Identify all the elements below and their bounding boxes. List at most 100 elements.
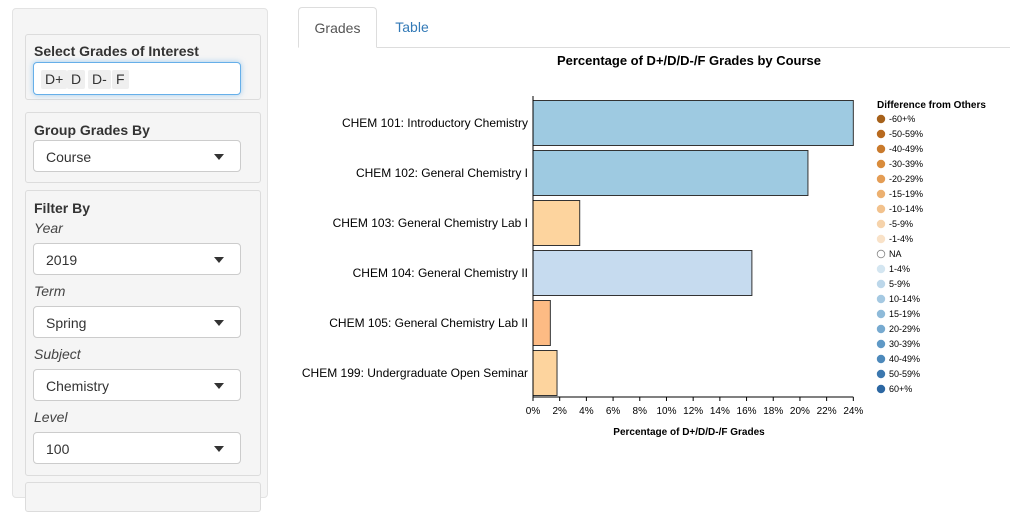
legend-item-label: 40-49% bbox=[889, 354, 920, 364]
tab-bar-divider bbox=[298, 47, 1010, 48]
chevron-down-icon bbox=[214, 446, 224, 452]
legend-swatch bbox=[876, 339, 886, 349]
group-by-select[interactable]: Course bbox=[33, 140, 241, 172]
legend-item-label: -50-59% bbox=[889, 129, 923, 139]
x-tick-label: 14% bbox=[710, 406, 730, 417]
category-label: CHEM 103: General Chemistry Lab I bbox=[333, 216, 528, 230]
chevron-down-icon bbox=[214, 320, 224, 326]
year-value: 2019 bbox=[46, 252, 78, 268]
bar-2 bbox=[532, 150, 809, 196]
legend-swatch bbox=[876, 369, 886, 379]
legend-swatch bbox=[876, 159, 886, 169]
legend-swatch bbox=[876, 219, 886, 229]
legend-swatch bbox=[876, 309, 886, 319]
level-select[interactable]: 100 bbox=[33, 432, 241, 464]
legend-item-label: -5-9% bbox=[889, 219, 913, 229]
category-label: CHEM 199: Undergraduate Open Seminar bbox=[302, 366, 528, 380]
x-tick-label: 6% bbox=[606, 406, 621, 417]
filter-panel-title: Filter By bbox=[34, 200, 91, 216]
grade-chip[interactable]: D+ bbox=[41, 70, 68, 89]
legend-item-label: -20-29% bbox=[889, 174, 923, 184]
bar-4 bbox=[532, 250, 753, 296]
x-tick-label: 22% bbox=[817, 406, 837, 417]
legend-item-label: 50-59% bbox=[889, 369, 920, 379]
x-tick-label: 20% bbox=[790, 406, 810, 417]
filter-panel: Filter By Year 2019 Term Spring Subject … bbox=[25, 190, 261, 476]
legend-swatch bbox=[876, 174, 886, 184]
legend-item-label: NA bbox=[889, 249, 902, 259]
legend-item-label: -1-4% bbox=[889, 234, 913, 244]
legend-swatch bbox=[876, 234, 886, 244]
level-label: Level bbox=[34, 409, 68, 425]
bar-6 bbox=[532, 350, 558, 396]
subject-value: Chemistry bbox=[46, 378, 110, 394]
legend-item-label: -40-49% bbox=[889, 144, 923, 154]
legend-item-label: 60+% bbox=[889, 384, 912, 394]
legend-swatch bbox=[876, 249, 886, 259]
legend-swatch bbox=[876, 354, 886, 364]
group-by-value: Course bbox=[46, 149, 92, 165]
grades-panel: Select Grades of Interest D+ D D- F bbox=[25, 34, 261, 100]
term-label: Term bbox=[34, 283, 66, 299]
sidebar: Select Grades of Interest D+ D D- F Grou… bbox=[12, 8, 268, 512]
legend-item-label: 1-4% bbox=[889, 264, 910, 274]
legend-swatch bbox=[876, 294, 886, 304]
legend-item-label: -15-19% bbox=[889, 189, 923, 199]
legend-swatch bbox=[876, 114, 886, 124]
bar-3 bbox=[532, 200, 581, 246]
x-axis-title: Percentage of D+/D/D-/F Grades bbox=[613, 427, 765, 438]
x-tick-label: 0% bbox=[526, 406, 541, 417]
x-tick-label: 24% bbox=[843, 406, 863, 417]
category-label: CHEM 105: General Chemistry Lab II bbox=[329, 316, 528, 330]
bar-1 bbox=[532, 100, 854, 146]
legend-title: Difference from Others bbox=[877, 100, 986, 111]
legend-item-label: -10-14% bbox=[889, 204, 923, 214]
grade-chip[interactable]: D bbox=[67, 70, 86, 89]
term-value: Spring bbox=[46, 315, 87, 331]
year-select[interactable]: 2019 bbox=[33, 243, 241, 275]
chevron-down-icon bbox=[214, 257, 224, 263]
legend-item-label: 20-29% bbox=[889, 324, 920, 334]
grade-chip[interactable]: D- bbox=[88, 70, 111, 89]
category-label: CHEM 101: Introductory Chemistry bbox=[342, 116, 528, 130]
group-by-title: Group Grades By bbox=[34, 122, 150, 138]
subject-label: Subject bbox=[34, 346, 81, 362]
x-tick-label: 8% bbox=[633, 406, 648, 417]
grades-bar-chart: Percentage of D+/D/D-/F Grades by Course… bbox=[302, 53, 986, 438]
chevron-down-icon bbox=[214, 383, 224, 389]
legend-item-label: -30-39% bbox=[889, 159, 923, 169]
tab-table[interactable]: Table bbox=[395, 19, 429, 35]
x-tick-label: 18% bbox=[763, 406, 783, 417]
grade-chip[interactable]: F bbox=[112, 70, 129, 89]
x-tick-label: 2% bbox=[552, 406, 567, 417]
legend-swatch bbox=[876, 189, 886, 199]
x-tick-label: 12% bbox=[683, 406, 703, 417]
year-label: Year bbox=[34, 220, 63, 236]
grades-multiselect[interactable]: D+ D D- F bbox=[33, 62, 241, 95]
x-tick-label: 4% bbox=[579, 406, 594, 417]
legend-swatch bbox=[876, 204, 886, 214]
x-tick-label: 10% bbox=[656, 406, 676, 417]
tab-grades[interactable]: Grades bbox=[298, 7, 377, 48]
legend-item-label: 15-19% bbox=[889, 309, 920, 319]
x-tick-label: 16% bbox=[737, 406, 757, 417]
legend-item-label: 30-39% bbox=[889, 339, 920, 349]
legend-swatch bbox=[876, 264, 886, 274]
legend-swatch bbox=[876, 279, 886, 289]
subject-select[interactable]: Chemistry bbox=[33, 369, 241, 401]
legend-item-label: 5-9% bbox=[889, 279, 910, 289]
chevron-down-icon bbox=[214, 154, 224, 160]
next-panel bbox=[25, 482, 261, 512]
legend-swatch bbox=[876, 129, 886, 139]
level-value: 100 bbox=[46, 441, 70, 457]
group-by-panel: Group Grades By Course bbox=[25, 112, 261, 183]
category-label: CHEM 102: General Chemistry I bbox=[356, 166, 528, 180]
legend-swatch bbox=[876, 144, 886, 154]
legend-item-label: -60+% bbox=[889, 114, 915, 124]
legend-item-label: 10-14% bbox=[889, 294, 920, 304]
grades-panel-title: Select Grades of Interest bbox=[34, 43, 199, 59]
legend-swatch bbox=[876, 324, 886, 334]
chart-title: Percentage of D+/D/D-/F Grades by Course bbox=[557, 53, 821, 68]
term-select[interactable]: Spring bbox=[33, 306, 241, 338]
legend-swatch bbox=[876, 384, 886, 394]
